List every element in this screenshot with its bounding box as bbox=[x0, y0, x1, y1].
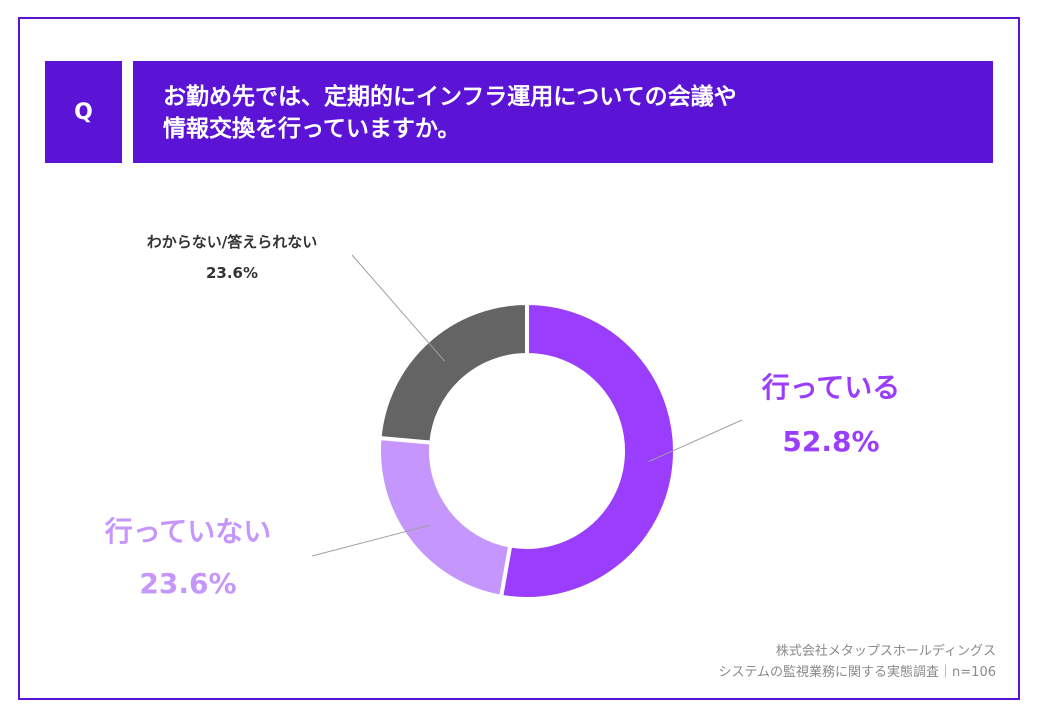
source-line-1: 株式会社メタップスホールディングス bbox=[775, 644, 996, 659]
slice-category-label-2: 行っていない bbox=[104, 515, 272, 548]
donut-slice-1 bbox=[498, 300, 677, 601]
leader-line-2 bbox=[311, 524, 431, 557]
source-note: 株式会社メタップスホールディングス システムの監視業務に関する実態調査｜n=10… bbox=[718, 641, 996, 683]
source-line-2: システムの監視業務に関する実態調査｜n=106 bbox=[718, 665, 996, 680]
question-line-1: お勤め先では、定期的にインフラ運用についての会議や bbox=[163, 84, 737, 110]
chart-frame bbox=[18, 17, 1020, 700]
donut-slice-2 bbox=[377, 435, 513, 600]
donut-slices bbox=[377, 300, 677, 601]
slice-category-label-3: わからない/答えられない bbox=[147, 233, 317, 251]
slice-value-label-3: 23.6% bbox=[206, 264, 258, 282]
slice-value-label-1: 52.8% bbox=[782, 425, 879, 458]
leader-line-3 bbox=[351, 254, 445, 362]
question-title: お勤め先では、定期的にインフラ運用についての会議や 情報交換を行っていますか。 bbox=[133, 61, 993, 163]
slice-value-label-2: 23.6% bbox=[139, 567, 236, 600]
slice-labels: 行っている 52.8% 行っていない 23.6% わからない/答えられない 23.6% bbox=[104, 233, 901, 600]
leader-lines bbox=[311, 254, 743, 557]
leader-line-1 bbox=[648, 419, 743, 463]
slice-category-label-1: 行っている bbox=[761, 371, 901, 404]
question-line-2: 情報交換を行っていますか。 bbox=[163, 116, 461, 142]
question-badge: Q bbox=[45, 61, 122, 163]
donut-slice-3 bbox=[377, 300, 529, 445]
